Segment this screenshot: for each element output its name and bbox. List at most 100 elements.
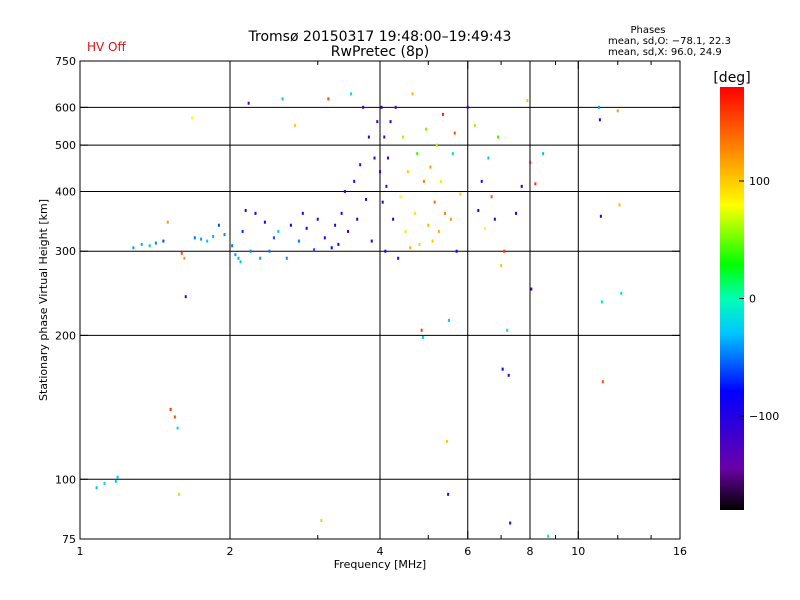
data-point — [473, 123, 476, 127]
points-layer — [95, 92, 623, 538]
data-point — [501, 367, 504, 371]
chart-subtitle: RwPretec (8p) — [331, 44, 429, 60]
data-point — [370, 239, 373, 243]
data-point — [443, 211, 446, 215]
data-point — [445, 439, 448, 443]
data-point — [373, 156, 376, 160]
data-point — [411, 92, 414, 96]
data-point — [346, 229, 349, 233]
data-point — [526, 99, 529, 103]
data-point — [379, 170, 381, 174]
y-tick-label: 300 — [55, 245, 76, 258]
data-point — [529, 160, 531, 164]
data-point — [217, 223, 220, 227]
data-point — [381, 200, 384, 204]
data-point — [305, 226, 308, 230]
chart-title: Tromsø 20150317 19:48:00–19:49:43 — [248, 29, 512, 45]
data-point — [350, 92, 353, 96]
phases-mean-o: mean, sd,O: −78.1, 22.3 — [608, 36, 731, 47]
data-point — [441, 112, 444, 116]
data-point — [231, 244, 234, 248]
x-tick-label: 1 — [77, 545, 84, 558]
data-point — [285, 256, 288, 260]
data-point — [449, 217, 452, 221]
data-point — [416, 152, 419, 156]
data-point — [259, 256, 262, 260]
colorbar-tick-label: 0 — [749, 293, 756, 306]
data-point — [597, 105, 600, 109]
data-point — [337, 242, 340, 246]
data-point — [503, 249, 506, 253]
data-point — [598, 118, 601, 122]
data-point — [490, 195, 493, 199]
data-point — [480, 179, 483, 183]
data-point — [289, 223, 292, 227]
y-axis-label: Stationary phase Virtual Height [km] — [37, 199, 50, 401]
data-point — [380, 105, 383, 109]
x-tick-label: 4 — [377, 545, 384, 558]
data-point — [263, 220, 266, 224]
data-point — [429, 165, 432, 169]
data-point — [506, 328, 509, 332]
data-point — [254, 211, 257, 215]
data-point — [418, 242, 421, 246]
data-point — [365, 197, 368, 201]
data-point — [166, 220, 169, 224]
data-point — [140, 242, 143, 246]
y-tick-label: 75 — [62, 533, 76, 546]
grid-layer — [80, 61, 680, 539]
data-point — [542, 152, 545, 156]
data-point — [500, 264, 503, 268]
x-tick-label: 8 — [527, 545, 534, 558]
data-point — [618, 203, 621, 207]
data-point — [453, 131, 456, 135]
data-point — [600, 300, 603, 304]
data-point — [601, 380, 604, 384]
data-point — [193, 236, 196, 240]
data-point — [237, 256, 240, 260]
data-point — [433, 200, 436, 204]
data-point — [356, 217, 359, 221]
data-point — [297, 239, 300, 243]
data-point — [530, 287, 533, 291]
data-point — [420, 328, 423, 332]
data-point — [234, 253, 237, 257]
data-point — [154, 241, 157, 245]
data-point — [200, 237, 203, 241]
data-point — [247, 101, 250, 105]
data-point — [386, 156, 389, 160]
x-tick-label: 16 — [673, 545, 687, 558]
data-point — [177, 492, 180, 496]
data-point — [176, 426, 179, 430]
data-point — [451, 152, 454, 156]
data-point — [484, 226, 487, 230]
data-point — [422, 179, 425, 183]
colorbar-tick-label: −100 — [749, 410, 779, 423]
data-point — [180, 251, 183, 255]
data-point — [268, 249, 271, 253]
data-point — [103, 481, 106, 485]
data-point — [162, 239, 165, 243]
data-point — [435, 143, 438, 147]
data-point — [397, 256, 400, 260]
data-point — [362, 105, 365, 109]
data-point — [392, 217, 395, 221]
data-point — [340, 211, 343, 215]
x-tick-label: 10 — [571, 545, 585, 558]
data-point — [367, 135, 370, 139]
data-point — [399, 195, 402, 199]
data-point — [427, 223, 430, 227]
y-tick-label: 100 — [55, 473, 76, 486]
data-point — [599, 214, 602, 218]
data-point — [334, 223, 337, 227]
data-point — [95, 486, 98, 490]
phases-mean-x: mean, sd,X: 96.0, 24.9 — [608, 47, 722, 58]
y-tick-label: 600 — [55, 101, 76, 114]
data-point — [293, 123, 296, 127]
data-point — [206, 239, 209, 243]
data-point — [447, 318, 450, 322]
data-point — [277, 229, 280, 233]
data-point — [313, 248, 316, 252]
data-point — [493, 217, 496, 221]
